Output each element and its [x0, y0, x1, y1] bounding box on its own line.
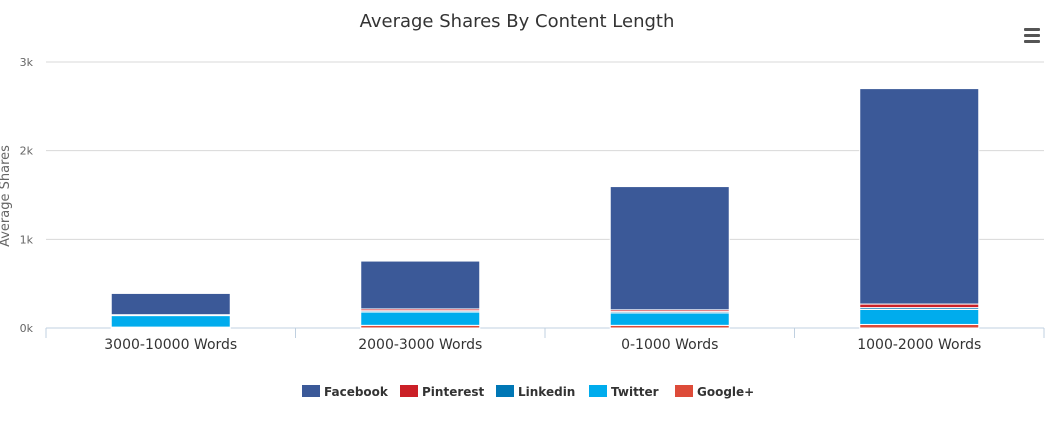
x-tick-label: 0-1000 Words [621, 337, 718, 353]
hamburger-menu-icon[interactable] [1022, 26, 1042, 44]
bar-segment-twitter [360, 311, 481, 326]
bar-segment-twitter [110, 315, 231, 328]
y-tick-label: 3k [20, 56, 34, 69]
bar-segment-facebook [609, 186, 730, 311]
legend-swatch [589, 385, 607, 397]
x-tick-label: 2000-3000 Words [358, 337, 482, 353]
x-tick-label: 3000-10000 Words [104, 337, 237, 353]
legend-label: Pinterest [422, 385, 485, 399]
bar-segment-pinterest [859, 303, 980, 309]
legend-label: Google+ [697, 385, 754, 399]
y-tick-label: 1k [20, 233, 34, 246]
legend-swatch [302, 385, 320, 397]
bar-segment-twitter [609, 312, 730, 326]
legend-swatch [496, 385, 514, 397]
x-tick-label: 1000-2000 Words [857, 337, 981, 353]
y-tick-label: 2k [20, 145, 34, 158]
legend-swatch [675, 385, 693, 397]
chart-title: Average Shares By Content Length [360, 11, 675, 32]
bar-segment-facebook [110, 292, 231, 316]
y-axis-label: Average Shares [0, 145, 13, 247]
bar-segment-google- [859, 323, 980, 329]
legend-label: Facebook [324, 385, 389, 399]
bar-segment-facebook [360, 260, 481, 310]
bar-segment-facebook [859, 88, 980, 305]
y-tick-label: 0k [20, 322, 34, 335]
bar-segment-twitter [859, 308, 980, 325]
legend-swatch [400, 385, 418, 397]
legend-label: Twitter [611, 385, 659, 399]
legend-label: Linkedin [518, 385, 575, 399]
